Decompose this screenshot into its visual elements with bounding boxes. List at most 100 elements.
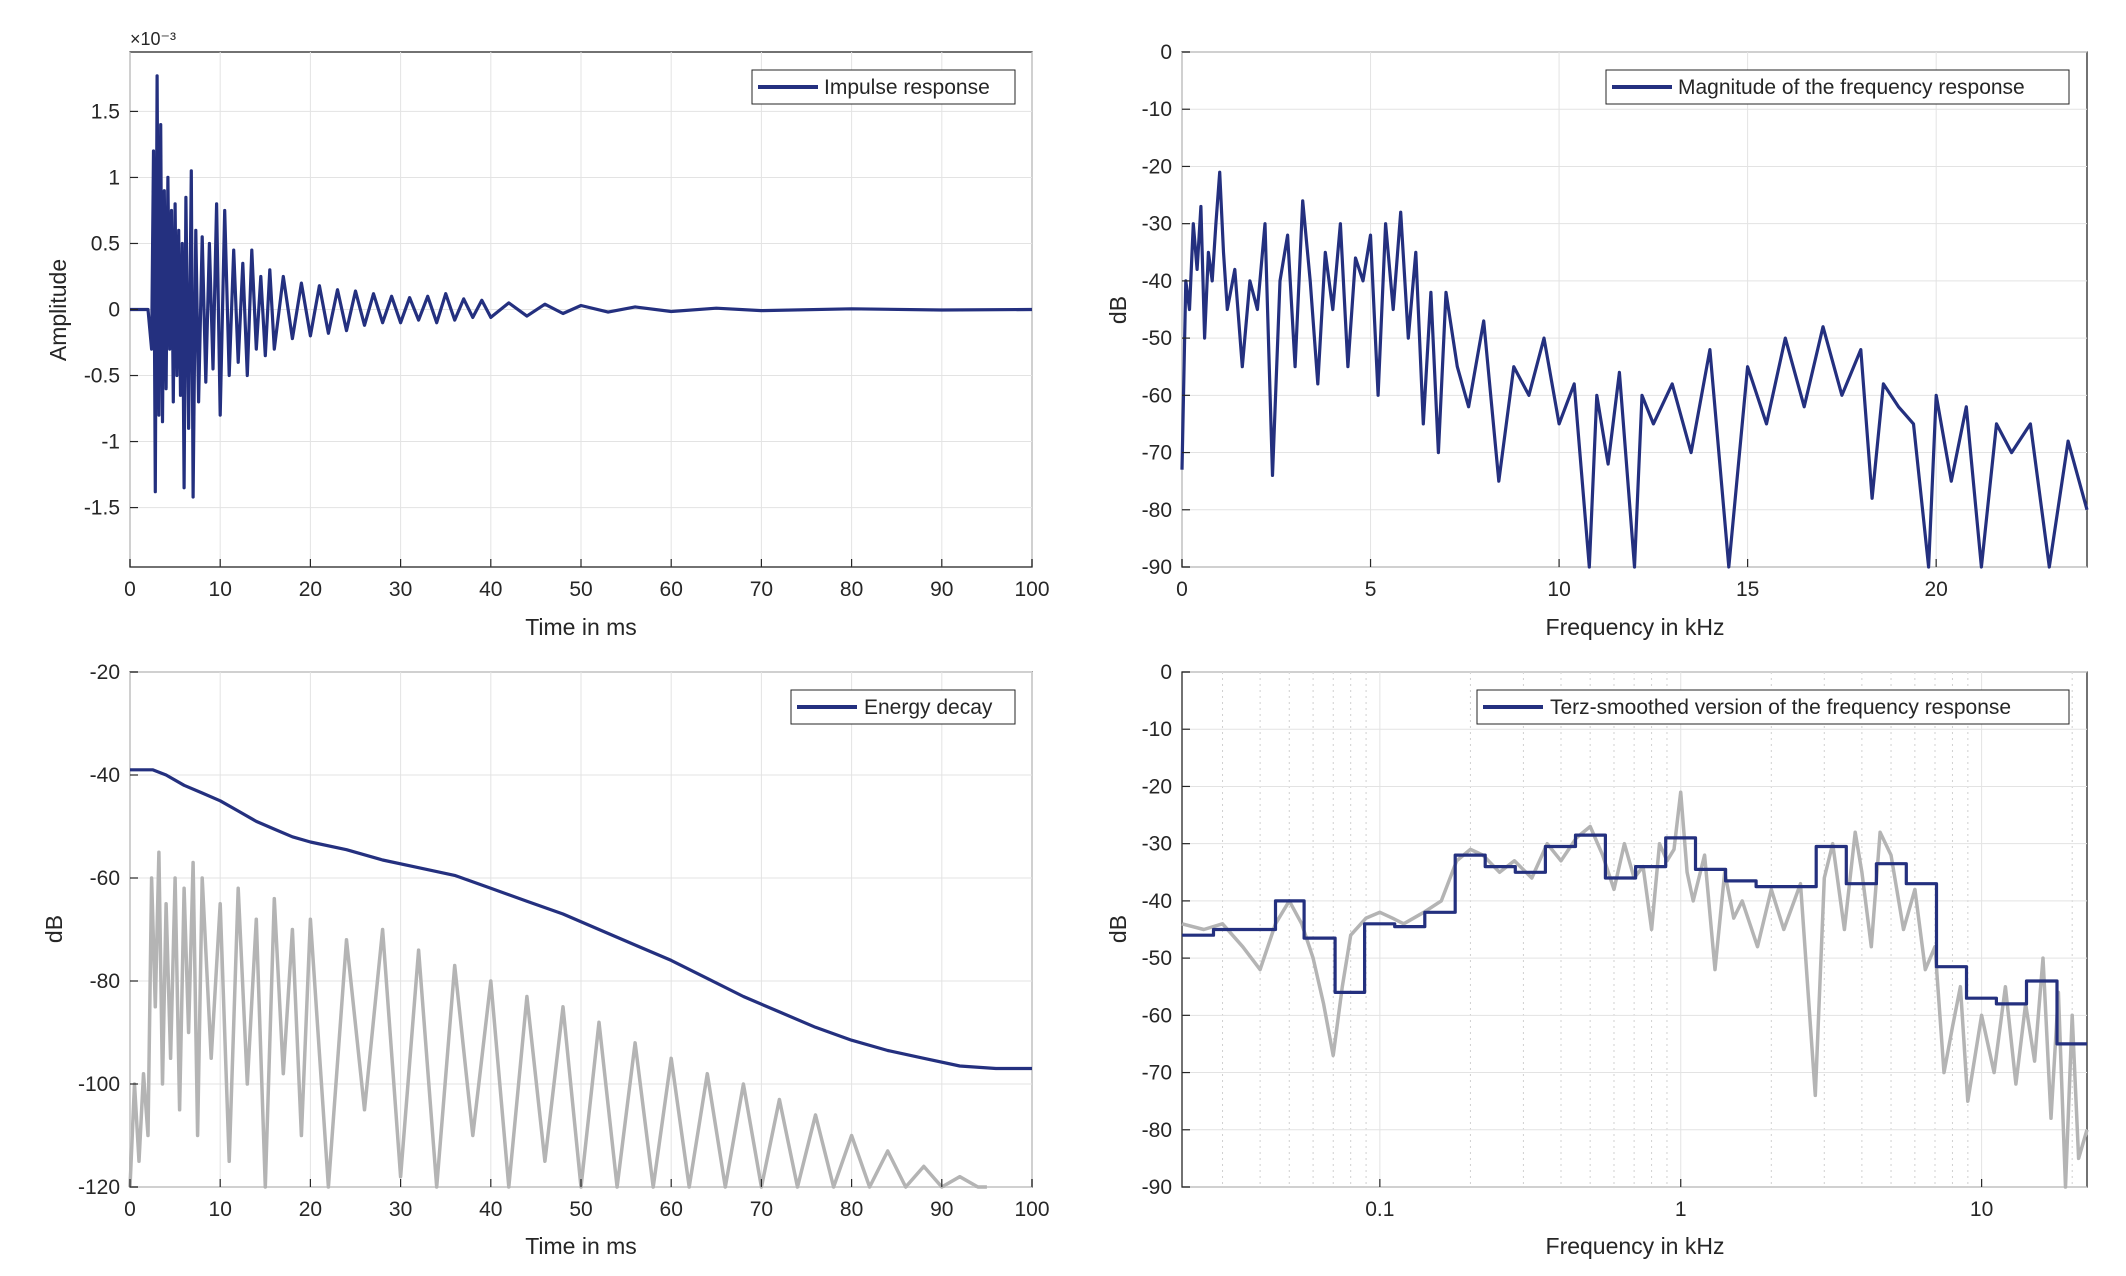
energy-x-tick-label: 50 [569,1198,592,1221]
magnitude-x-tick-label: 15 [1736,578,1759,601]
magnitude-y-tick-label: -50 [1142,327,1172,350]
terz-y-tick-label: -20 [1142,775,1172,798]
terz-x-tick-label: 1 [1675,1198,1687,1221]
magnitude-x-tick-label: 20 [1924,578,1947,601]
terz-ticks: 0.1 1 10 0 -10 -20 -30 -40 -50 -60 -70 -80 -90 [1142,661,1994,1221]
terz-y-tick-label: 0 [1160,661,1172,684]
impulse-y-tick-label: 1.5 [91,100,120,123]
magnitude-y-tick-label: 0 [1160,41,1172,64]
energy-x-tick-label: 90 [930,1198,953,1221]
impulse-x-tick-label: 50 [569,578,592,601]
energy-x-tick-label: 10 [209,1198,232,1221]
terz-y-tick-label: -80 [1142,1119,1172,1142]
impulse-x-tick-label: 30 [389,578,412,601]
energy-ticks: 0 10 20 30 40 50 60 70 80 90 100 -20 -40 -60 -80 -100 -1… [78,661,1050,1221]
magnitude-y-tick-label: -40 [1142,270,1172,293]
terz-y-tick-label: -40 [1142,890,1172,913]
energy-y-tick-label: -40 [90,764,120,787]
energy-gridlines [129,671,1033,1188]
energy-y-tick-label: -100 [78,1073,120,1096]
energy-panel: 0 10 20 30 40 50 60 70 80 90 100 -20 -40 -60 -80 -100 -1… [41,661,1050,1259]
impulse-y-tick-label: -0.5 [84,365,120,388]
terz-plot-area [1181,671,2088,1188]
impulse-y-axis-label: Amplitude [45,259,71,361]
magnitude-x-tick-label: 5 [1365,578,1377,601]
energy-x-tick-label: 0 [124,1198,136,1221]
magnitude-legend-label: Magnitude of the frequency response [1678,76,2025,99]
magnitude-y-tick-label: -20 [1142,155,1172,178]
magnitude-y-tick-label: -10 [1142,98,1172,121]
terz-y-tick-label: -90 [1142,1176,1172,1199]
terz-y-tick-label: -50 [1142,947,1172,970]
impulse-x-tick-label: 40 [479,578,502,601]
energy-x-tick-label: 40 [479,1198,502,1221]
terz-y-axis-label: dB [1105,915,1131,943]
terz-x-tick-label: 0.1 [1365,1198,1394,1221]
terz-y-tick-label: -70 [1142,1062,1172,1085]
magnitude-y-tick-label: -30 [1142,213,1172,236]
terz-series-line-0 [1181,790,2089,1189]
terz-panel: 0.1 1 10 0 -10 -20 -30 -40 -50 -60 -70 -80 -90 Frequ… [1105,661,2089,1259]
magnitude-y-tick-label: -70 [1142,442,1172,465]
magnitude-series-line-0 [1180,170,2089,569]
energy-legend: Energy decay [790,689,1016,725]
energy-x-tick-label: 60 [660,1198,683,1221]
impulse-y-tick-label: 1 [108,166,120,189]
magnitude-x-axis-label: Frequency in kHz [1546,614,1725,640]
magnitude-y-tick-label: -80 [1142,499,1172,522]
energy-y-axis-label: dB [41,915,67,943]
energy-x-tick-label: 20 [299,1198,322,1221]
terz-series [1181,790,2089,1189]
energy-x-tick-label: 70 [750,1198,773,1221]
impulse-x-tick-label: 100 [1014,578,1049,601]
impulse-x-tick-label: 0 [124,578,136,601]
magnitude-y-axis-label: dB [1105,296,1131,324]
impulse-x-axis-label: Time in ms [525,614,637,640]
energy-x-tick-label: 30 [389,1198,412,1221]
impulse-panel: 0 10 20 30 40 50 60 70 80 90 100 -1.5 -1 -0.5 0 0.5 1 1.5… [45,29,1050,640]
magnitude-legend: Magnitude of the frequency response [1605,69,2070,105]
impulse-x-tick-label: 80 [840,578,863,601]
terz-legend-label: Terz-smoothed version of the frequency r… [1550,696,2011,719]
energy-x-tick-label: 100 [1014,1198,1049,1221]
energy-x-axis-label: Time in ms [525,1233,637,1259]
terz-x-tick-label: 10 [1970,1198,1993,1221]
magnitude-y-tick-label: -90 [1142,556,1172,579]
terz-y-tick-label: -10 [1142,718,1172,741]
energy-legend-label: Energy decay [864,696,993,719]
energy-series-line-0 [128,850,987,1189]
impulse-exponent-label: ×10⁻³ [130,29,176,49]
magnitude-x-tick-label: 10 [1547,578,1570,601]
terz-gridlines [1182,671,2087,1188]
impulse-x-tick-label: 20 [299,578,322,601]
magnitude-panel: 0 5 10 15 20 0 -10 -20 -30 -40 -50 -60 -70 -80 -90 Fre… [1105,41,2089,640]
impulse-x-tick-label: 70 [750,578,773,601]
impulse-legend: Impulse response [751,69,1016,105]
magnitude-y-tick-label: -60 [1142,384,1172,407]
impulse-x-tick-label: 60 [660,578,683,601]
magnitude-x-tick-label: 0 [1176,578,1188,601]
terz-legend: Terz-smoothed version of the frequency r… [1476,689,2070,725]
magnitude-series [1180,170,2089,569]
energy-series-line-1 [130,768,1032,1071]
magnitude-ticks: 0 5 10 15 20 0 -10 -20 -30 -40 -50 -60 -70 -80 -90 [1142,41,1948,601]
energy-y-tick-label: -120 [78,1176,120,1199]
energy-x-tick-label: 80 [840,1198,863,1221]
impulse-series-line-0 [130,74,1033,499]
impulse-y-tick-label: -1 [101,431,120,454]
impulse-legend-label: Impulse response [824,76,990,99]
impulse-y-tick-label: 0.5 [91,232,120,255]
magnitude-legend-box [1605,69,2070,105]
terz-y-tick-label: -60 [1142,1004,1172,1027]
energy-y-tick-label: -60 [90,867,120,890]
impulse-x-tick-label: 90 [930,578,953,601]
impulse-y-tick-label: -1.5 [84,497,120,520]
impulse-series [130,74,1033,499]
terz-legend-box [1476,689,2070,725]
impulse-ticks: 0 10 20 30 40 50 60 70 80 90 100 -1.5 -1 -0.5 0 0.5 1 1.5 [84,100,1050,601]
magnitude-plot-area [1181,51,2088,568]
energy-y-tick-label: -80 [90,970,120,993]
terz-x-axis-label: Frequency in kHz [1546,1233,1725,1259]
energy-series [128,768,1032,1189]
